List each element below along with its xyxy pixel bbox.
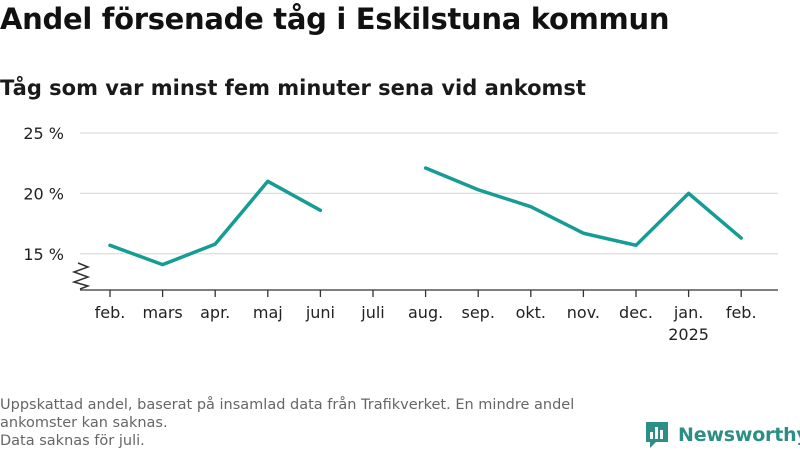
x-tick-label: mars [142, 303, 182, 322]
gridlines [80, 132, 778, 255]
y-tick-label: 20 % [23, 184, 64, 203]
footnote: Uppskattad andel, baserat på insamlad da… [0, 396, 640, 450]
x-axis: feb. mars apr. maj juni juli aug. sep. okt. nov. d… [80, 289, 778, 344]
series-line [423, 166, 743, 248]
x-tick-label: nov. [567, 303, 600, 322]
y-axis-break [71, 262, 91, 290]
x-tick-label: maj [253, 303, 283, 322]
x-tick-label: okt. [516, 303, 546, 322]
x-tick-label: juni [305, 303, 335, 322]
axis-break-zigzag [71, 262, 91, 290]
y-tick-label: 15 % [23, 245, 64, 264]
x-tick-label: dec. [619, 303, 653, 322]
x-tick-label: sep. [461, 303, 494, 322]
y-axis-tick-labels: 15 % 20 % 25 % [23, 124, 64, 264]
footnote-missing-data: Data saknas för juli. [0, 433, 145, 449]
series-lines [108, 166, 743, 267]
x-tick-label: aug. [408, 303, 443, 322]
chart-subtitle: Tåg som var minst fem minuter sena vid a… [0, 76, 586, 100]
x-tick-sublabel: 2025 [668, 325, 709, 344]
newsworthy-logo[interactable]: Newsworthy [644, 420, 800, 450]
y-tick-label: 25 % [23, 124, 64, 143]
newsworthy-bar-chart-icon [646, 422, 668, 448]
series-line [108, 179, 323, 267]
x-tick-label: jan. [673, 303, 703, 322]
logo-text: Newsworthy [678, 424, 800, 446]
x-tick-label: apr. [200, 303, 230, 322]
x-tick-label: juli [360, 303, 384, 322]
line-chart: 15 % 20 % 25 % feb. mars apr. maj juni juli aug.… [23, 124, 778, 344]
footnote-source: Uppskattad andel, baserat på insamlad da… [0, 397, 575, 431]
x-tick-label: feb. [95, 303, 126, 322]
chart-title: Andel försenade tåg i Eskilstuna kommun [0, 2, 670, 36]
x-tick-label: feb. [726, 303, 757, 322]
